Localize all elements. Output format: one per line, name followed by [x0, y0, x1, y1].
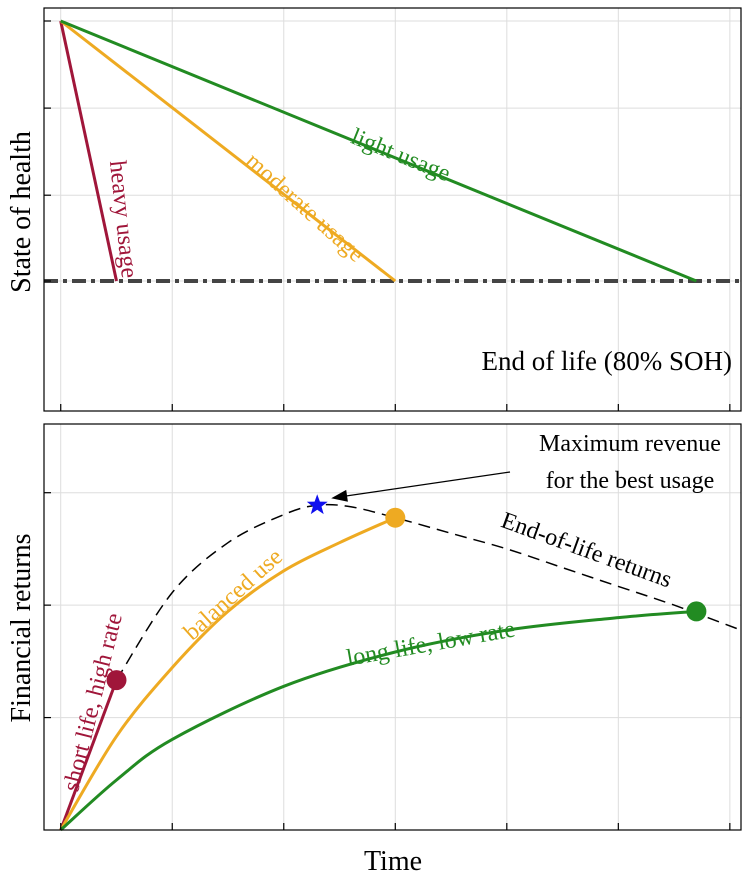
series-label-balanced-use: balanced use: [179, 544, 288, 646]
annotation-arrowhead: [331, 489, 348, 502]
returns-line-short-life-high-rate: [59, 679, 118, 831]
returns-end-markers: [106, 507, 707, 691]
series-label-long-life: long life, low rate: [345, 616, 518, 671]
x-axis-label: Time: [364, 846, 422, 877]
soh-series: [59, 19, 697, 283]
annotation-line-1: Maximum revenue: [539, 431, 721, 457]
returns-ticks: [44, 492, 731, 830]
end-marker-long-life-low-rate: [686, 601, 707, 622]
soh-y-axis-label: State of health: [6, 131, 37, 293]
end-marker-balanced-use: [385, 507, 406, 528]
soh-axes-frame: [43, 7, 742, 412]
end-marker-short-life-high-rate: [106, 670, 127, 691]
end-of-life-label: End of life (80% SOH): [482, 346, 732, 376]
series-label-short-life: short life, high rate: [59, 611, 128, 794]
series-label-end-of-life-returns: End-of-life returns: [498, 508, 675, 594]
returns-panel: Financial returns Time short life, high …: [6, 423, 742, 877]
annotation-arrow: [339, 471, 511, 498]
returns-axes-frame: [43, 423, 742, 831]
series-label-light-usage: light usage: [347, 124, 454, 187]
soh-line-light-usage: [60, 19, 697, 283]
soh-line-moderate-usage: [59, 19, 397, 283]
returns-series: [59, 503, 742, 832]
soh-line-heavy-usage: [59, 20, 118, 282]
returns-line-balanced-use: [59, 516, 396, 831]
annotation-line-2: for the best usage: [546, 468, 715, 494]
soh-ticks: [44, 20, 731, 411]
soh-grid: [44, 8, 741, 411]
series-label-heavy-usage: heavy usage: [104, 159, 142, 279]
returns-line-long-life-low-rate: [59, 609, 697, 832]
returns-y-axis-label: Financial returns: [6, 534, 37, 723]
max-revenue-star-marker: [306, 494, 328, 515]
returns-grid: [44, 424, 741, 830]
soh-panel: State of health End of life (80% SOH) he…: [6, 7, 742, 412]
series-label-moderate-usage: moderate usage: [240, 148, 369, 268]
